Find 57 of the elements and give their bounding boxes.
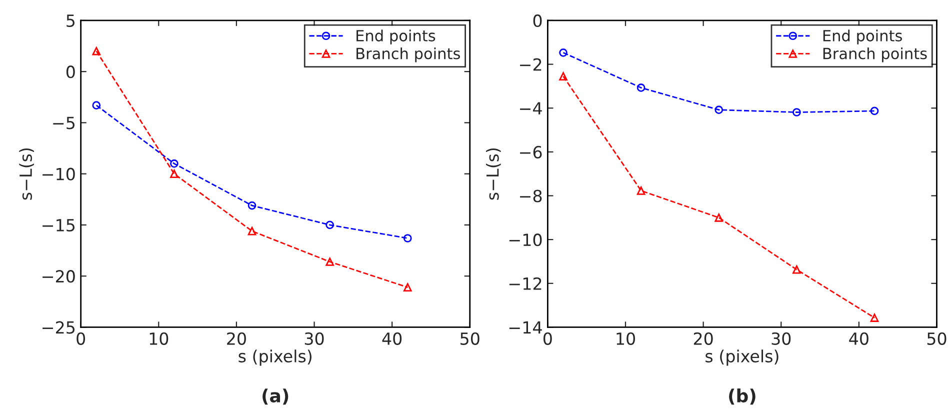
legend-label: Branch points (823, 47, 927, 62)
x-tick-label: 0 (76, 332, 86, 345)
legend-label: Branch points (356, 47, 460, 62)
x-tick-label: 0 (543, 332, 552, 345)
x-tick-label: 40 (382, 332, 402, 345)
y-tick-label: −6 (520, 146, 542, 158)
point (636, 84, 646, 92)
x-tick-label: 20 (227, 332, 246, 345)
point (92, 101, 101, 110)
point (559, 72, 568, 80)
text: (a) (262, 388, 288, 405)
x-tick-label: 30 (772, 332, 791, 345)
point (636, 186, 646, 195)
point (559, 48, 568, 57)
text: (b) (729, 388, 756, 405)
y-tick-label: −10 (42, 168, 75, 180)
x-tick-label: 10 (150, 332, 168, 345)
y-axis-title: s−L(s) (19, 148, 34, 200)
point (714, 106, 724, 114)
point (870, 106, 879, 116)
legend-label: End points (823, 30, 902, 44)
legend-label: End points (356, 30, 436, 44)
x-tick-label: 40 (849, 332, 868, 345)
y-tick-label: −5 (53, 116, 75, 130)
point (403, 234, 412, 242)
y-tick-label: −25 (42, 321, 75, 334)
point (792, 265, 801, 274)
point (714, 213, 724, 222)
point (248, 201, 256, 210)
point (248, 226, 256, 236)
point (170, 159, 178, 168)
x-tick-label: 50 (927, 332, 946, 345)
y-tick-label: 0 (533, 14, 542, 28)
y-tick-label: 0 (66, 66, 75, 78)
y-tick-label: 5 (66, 14, 75, 28)
y-tick-label: −15 (42, 219, 75, 232)
y-tick-label: −20 (42, 270, 75, 283)
x-axis-title: s (pixels) (238, 350, 312, 366)
x-tick-label: 20 (694, 332, 713, 345)
point (170, 170, 178, 178)
y-tick-label: −14 (509, 321, 542, 334)
y-tick-label: −8 (520, 190, 542, 202)
point (792, 108, 801, 116)
x-tick-label: 50 (460, 332, 480, 345)
y-tick-label: −10 (509, 234, 542, 246)
point (92, 46, 101, 56)
point (870, 314, 879, 322)
y-axis-title: s−L(s) (486, 148, 501, 200)
y-tick-label: −12 (509, 277, 542, 290)
x-axis-title: s (pixels) (706, 350, 778, 366)
point (326, 220, 334, 230)
y-tick-label: −4 (520, 102, 542, 114)
y-tick-label: −2 (520, 58, 542, 71)
point (403, 283, 412, 292)
x-tick-label: 30 (304, 332, 324, 345)
x-tick-label: 10 (616, 332, 635, 345)
point (326, 258, 334, 266)
